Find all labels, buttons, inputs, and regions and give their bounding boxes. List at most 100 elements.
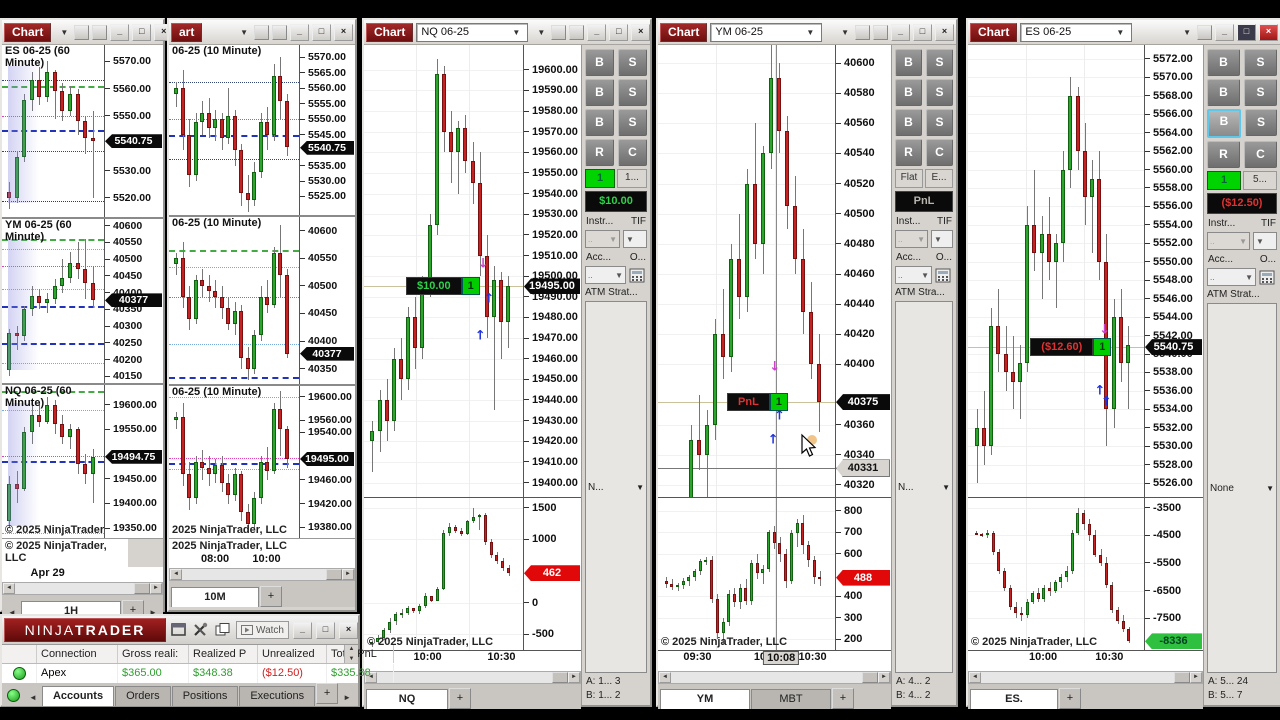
scroll-left-icon[interactable]: ◄ [659, 672, 671, 683]
reverse-button[interactable]: R [895, 139, 922, 166]
buy-button[interactable]: B [585, 109, 614, 136]
buy-button[interactable]: B [895, 49, 922, 76]
price-axis[interactable]: 5570.00 5560.00 5550.00 5530.00 5520.00 5540.… [105, 45, 163, 217]
sell-button[interactable]: S [1244, 79, 1277, 106]
instrument-dropdown[interactable]: .. ▼ [585, 230, 620, 248]
minimize-button[interactable]: _ [587, 23, 607, 41]
close-button[interactable]: × [631, 23, 651, 41]
scrollbar-thumb[interactable] [862, 672, 878, 683]
add-tab-button[interactable]: + [260, 586, 282, 607]
maximize-button[interactable]: □ [1237, 23, 1256, 41]
maximize-button[interactable]: □ [312, 23, 331, 41]
prev-tab-icon[interactable]: ◄ [29, 693, 37, 702]
minimize-button[interactable]: _ [891, 23, 910, 41]
tif-dropdown[interactable]: ▼ [1253, 232, 1277, 250]
buy-button[interactable]: B [585, 79, 614, 106]
tab-es[interactable]: ES. [970, 689, 1058, 709]
close-button[interactable]: × [334, 23, 353, 41]
toolbar-square-icon[interactable] [855, 24, 870, 40]
copy-icon[interactable] [214, 622, 232, 638]
column-header[interactable]: Realized P [189, 645, 258, 663]
reverse-button[interactable]: R [1207, 141, 1240, 168]
buy-button[interactable]: B [1207, 49, 1240, 76]
price-chart-plot[interactable] [169, 45, 300, 215]
atm-strategy-dropdown[interactable]: N... ▼ [895, 301, 953, 673]
toolbar-square-icon[interactable] [1197, 24, 1212, 40]
chevron-down-icon[interactable]: ▼ [60, 27, 69, 37]
close-position-button[interactable]: C [1244, 141, 1277, 168]
maximize-button[interactable]: □ [132, 23, 152, 41]
tab-mbt[interactable]: MBT [751, 689, 831, 709]
quantity-preset-button[interactable]: 5... [1243, 171, 1277, 190]
tab-10m[interactable]: 10M [171, 587, 259, 607]
toolbar-square-icon[interactable] [569, 24, 585, 40]
buy-button-selected[interactable]: B [1207, 109, 1241, 138]
tab-executions[interactable]: Executions [239, 686, 316, 706]
minimize-button[interactable]: _ [1215, 23, 1234, 41]
prev-tab-icon[interactable]: ◄ [8, 608, 16, 617]
instrument-selector[interactable]: YM 06-25 ▼ [710, 22, 823, 42]
indicator-plot[interactable]: © 2025 NinjaTrader, LLC [658, 498, 836, 650]
minimize-button[interactable]: _ [290, 23, 309, 41]
next-tab-icon[interactable]: ► [343, 693, 351, 702]
price-chart-plot[interactable]: ↓ ↑ ↑ ($12.60) 1 [968, 45, 1145, 497]
exit-button[interactable]: E... [925, 169, 953, 188]
scroll-right-icon[interactable]: ► [878, 672, 890, 683]
minimize-button[interactable]: _ [292, 621, 312, 639]
account-dropdown[interactable]: .. ▼ [895, 266, 932, 284]
maximize-button[interactable]: □ [609, 23, 629, 41]
scroll-right-icon[interactable]: ► [1190, 672, 1202, 683]
quantity-button[interactable]: 1 [1207, 171, 1241, 190]
close-position-button[interactable]: C [926, 139, 953, 166]
order-grid-icon[interactable] [629, 268, 647, 283]
chevron-down-icon[interactable]: ▼ [841, 27, 849, 37]
indicator-axis[interactable]: 800 700 600 400 300 200 488 [836, 498, 891, 650]
horizontal-scrollbar[interactable]: ◄ ► [169, 568, 355, 581]
price-chart-plot[interactable]: © 2025 NinjaTrader, LLC [2, 385, 105, 538]
price-axis[interactable]: 19600.00 19590.00 19580.00 19570.00 19560.00… [524, 45, 581, 497]
price-chart-plot[interactable] [2, 45, 105, 217]
indicator-plot[interactable]: © 2025 NinjaTrader, LLC [364, 498, 524, 650]
instrument-selector[interactable]: NQ 06-25 ▼ [416, 22, 529, 42]
buy-button[interactable]: B [585, 49, 614, 76]
title-bar[interactable]: art ▼ _ □ × [169, 20, 355, 45]
buy-button[interactable]: B [1207, 79, 1240, 106]
order-grid-icon[interactable] [935, 268, 953, 283]
toolbar-square-icon[interactable] [873, 24, 888, 40]
tif-dropdown[interactable]: ▼ [623, 230, 647, 248]
toolbar-square-icon[interactable] [254, 24, 269, 40]
tif-dropdown[interactable]: ▼ [931, 230, 953, 248]
horizontal-scrollbar[interactable]: ◄ ► [364, 671, 581, 684]
maximize-button[interactable]: □ [315, 621, 335, 639]
column-header[interactable]: Gross reali: [118, 645, 189, 663]
price-chart-plot[interactable]: 2025 NinjaTrader, LLC [169, 386, 300, 538]
scroll-left-icon[interactable]: ◄ [3, 583, 15, 594]
column-header[interactable]: Connection [37, 645, 118, 663]
scrollbar-thumb[interactable] [552, 672, 568, 683]
reverse-button[interactable]: R [585, 139, 614, 166]
close-button[interactable]: × [1259, 23, 1278, 41]
indicator-axis[interactable]: -3500 -4500 -5500 -6500 -7500 -8336 [1145, 498, 1203, 650]
close-button[interactable]: × [935, 23, 954, 41]
price-chart-plot[interactable] [2, 219, 105, 383]
add-tab-button[interactable]: + [316, 683, 339, 704]
toolbar-square-icon[interactable] [74, 24, 90, 40]
price-axis[interactable]: 5570.00 5565.00 5560.00 5555.00 5550.00 5545.… [300, 45, 355, 215]
sell-button[interactable]: S [618, 109, 647, 136]
price-axis[interactable]: 40600 40550 40500 40450 40400 40350 40377 [300, 217, 355, 384]
flat-button[interactable]: Flat [895, 169, 923, 188]
toolbar-square-icon[interactable] [272, 24, 287, 40]
tab-orders[interactable]: Orders [115, 686, 171, 706]
column-header[interactable]: Unrealized [258, 645, 327, 663]
scroll-right-icon[interactable]: ► [568, 672, 580, 683]
chevron-down-icon[interactable]: ▼ [1183, 27, 1191, 37]
instrument-dropdown[interactable]: .. ▼ [895, 230, 928, 248]
price-axis[interactable]: 5572.00 5570.00 5568.00 5566.00 5564.00 5562.… [1145, 45, 1203, 497]
scroll-left-icon[interactable]: ◄ [969, 672, 981, 683]
title-bar[interactable]: Chart ES 06-25 ▼ ▼ _ □ × [968, 20, 1280, 45]
instrument-dropdown[interactable]: .. ▼ [1207, 232, 1250, 250]
instrument-selector[interactable]: ES 06-25 ▼ [1020, 22, 1133, 42]
scroll-right-icon[interactable]: ► [342, 569, 354, 580]
sell-button[interactable]: S [926, 79, 953, 106]
tab-ym[interactable]: YM [660, 689, 750, 709]
